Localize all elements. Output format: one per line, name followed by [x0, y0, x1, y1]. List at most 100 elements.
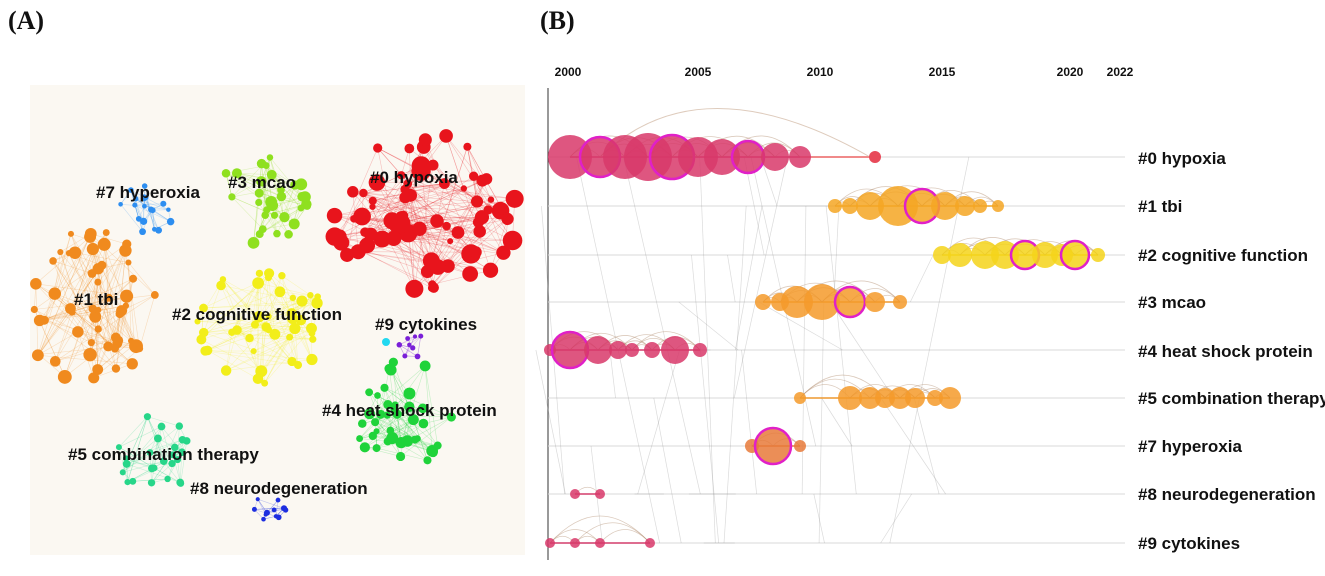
network-edge [271, 174, 302, 209]
citation-arc [574, 522, 651, 544]
timeline-node [859, 387, 881, 409]
network-node [438, 178, 450, 189]
network-edge [293, 184, 302, 224]
cross-link [880, 397, 946, 495]
network-edge [443, 184, 477, 253]
network-edge [97, 340, 132, 370]
timeline-node [789, 146, 811, 168]
timeline-node [948, 243, 972, 267]
network-node [446, 412, 456, 422]
network-node [368, 196, 377, 205]
network-node [97, 237, 111, 251]
network-node [282, 505, 287, 511]
network-edge [432, 269, 491, 285]
network-nodes [30, 129, 524, 522]
cross-link [760, 156, 778, 207]
timeline-node [927, 390, 943, 406]
network-node [48, 287, 61, 300]
network-edge [404, 197, 449, 267]
network-edge [364, 183, 408, 233]
network-edge [152, 210, 155, 230]
network-node [94, 278, 102, 286]
network-edge [34, 309, 109, 347]
network-edge [74, 252, 129, 263]
network-edge [268, 273, 303, 302]
year-tick-0: 2000 [555, 65, 582, 79]
network-node [390, 213, 411, 234]
network-edge [264, 337, 290, 384]
network-node [419, 360, 431, 372]
network-edge [177, 426, 180, 460]
network-edge [279, 291, 299, 366]
network-edge [153, 467, 181, 483]
network-edge [397, 198, 515, 224]
network-edge [74, 252, 117, 338]
year-tick-1: 2005 [685, 65, 712, 79]
network-node [166, 207, 171, 212]
network-node [480, 173, 493, 185]
row-label-5: #5 combination therapy [1138, 389, 1325, 408]
timeline-node [794, 440, 806, 452]
timeline-node [828, 199, 842, 213]
network-node [500, 249, 510, 259]
network-edge [157, 438, 173, 464]
network-node [340, 248, 355, 262]
network-edge [260, 326, 267, 372]
network-node [460, 185, 468, 192]
network-node [263, 206, 271, 214]
network-edge [118, 426, 162, 448]
network-edge [118, 416, 148, 448]
network-edge [55, 243, 128, 362]
network-node [505, 189, 524, 208]
network-edge [269, 157, 284, 216]
network-node [386, 426, 395, 435]
network-edge [54, 293, 116, 349]
network-edge [417, 336, 422, 357]
network-edge [55, 337, 116, 362]
cluster-network-diagram: #0 hypoxia #1 tbi #2 cognitive function … [30, 85, 525, 555]
timeline-node [644, 342, 660, 358]
network-edge [34, 243, 127, 310]
network-node [250, 320, 260, 329]
network-edge [146, 197, 155, 230]
timeline-node [869, 151, 881, 163]
network-edge [231, 282, 259, 333]
network-edge [257, 498, 285, 509]
network-edge [236, 329, 293, 362]
network-node [271, 507, 277, 513]
network-node [65, 249, 73, 257]
network-edge [222, 279, 293, 319]
network-node [220, 365, 232, 376]
cross-link [889, 156, 970, 544]
network-node [231, 168, 242, 179]
network-node [120, 289, 134, 303]
network-edge [134, 204, 171, 222]
network-edge [399, 344, 418, 357]
network-node [365, 410, 373, 417]
cross-link [609, 349, 616, 399]
timeline-node [804, 284, 840, 320]
network-node [115, 444, 122, 451]
network-edge [259, 273, 299, 366]
network-edge [152, 210, 155, 230]
row-label-0: #0 hypoxia [1138, 149, 1226, 168]
network-edge [125, 439, 183, 459]
timeline-node [955, 196, 975, 216]
network-node [31, 349, 44, 362]
network-node [407, 414, 419, 426]
network-edge [98, 278, 134, 311]
network-background [30, 85, 525, 555]
network-edge [404, 189, 515, 200]
network-node [266, 154, 274, 161]
network-node [147, 479, 156, 487]
network-edge [122, 452, 151, 473]
network-node [469, 246, 482, 259]
network-edge [94, 316, 98, 370]
network-node [263, 509, 270, 516]
network-edge [404, 183, 445, 190]
network-edge [68, 253, 109, 347]
row-label-8: #8 neurodegeneration [1138, 485, 1316, 504]
network-edge [259, 157, 271, 235]
cluster-label-8: #8 neurodegeneration [190, 479, 368, 498]
timeline-node [730, 139, 766, 175]
